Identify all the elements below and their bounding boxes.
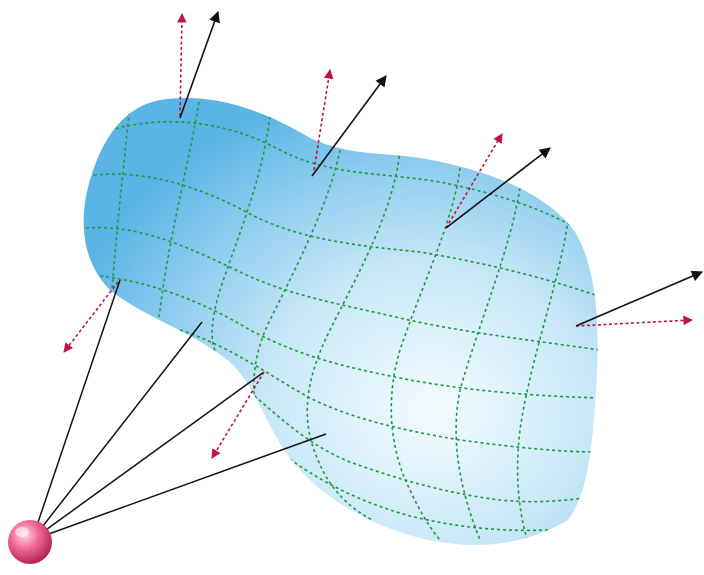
dotted-arrow-4 <box>575 315 693 327</box>
grid-line-h1 <box>109 120 591 237</box>
field-line-3 <box>31 371 265 541</box>
dotted-arrow-1 <box>177 13 187 117</box>
field-arrow-4 <box>575 270 704 327</box>
point-charge-sphere-icon <box>8 520 52 564</box>
source-field-lines <box>31 279 327 541</box>
dotted-arrow-5 <box>63 281 119 353</box>
grid-line-h5 <box>179 329 598 453</box>
field-line-1 <box>31 279 121 541</box>
field-arrow-1 <box>179 10 220 119</box>
grid-line-h6 <box>249 391 598 503</box>
grid-line-h3 <box>85 226 598 351</box>
dotted-arrow-2 <box>313 69 334 171</box>
field-line-2 <box>31 321 203 541</box>
closed-surface <box>83 97 598 545</box>
grid-line-v4 <box>253 149 341 431</box>
grid-line-v7 <box>455 187 521 541</box>
grid-line-v1 <box>111 99 131 291</box>
dotted-arrow-6 <box>211 371 265 459</box>
field-arrow-2 <box>311 75 387 177</box>
grid-line-h7 <box>279 451 581 532</box>
grid-line-v6 <box>390 167 461 541</box>
field-line-4 <box>31 433 327 541</box>
dotted-arrow-3 <box>445 133 503 229</box>
field-arrow-3 <box>445 147 551 229</box>
dotted-normal-arrows <box>63 13 693 459</box>
field-arrows <box>179 10 704 327</box>
